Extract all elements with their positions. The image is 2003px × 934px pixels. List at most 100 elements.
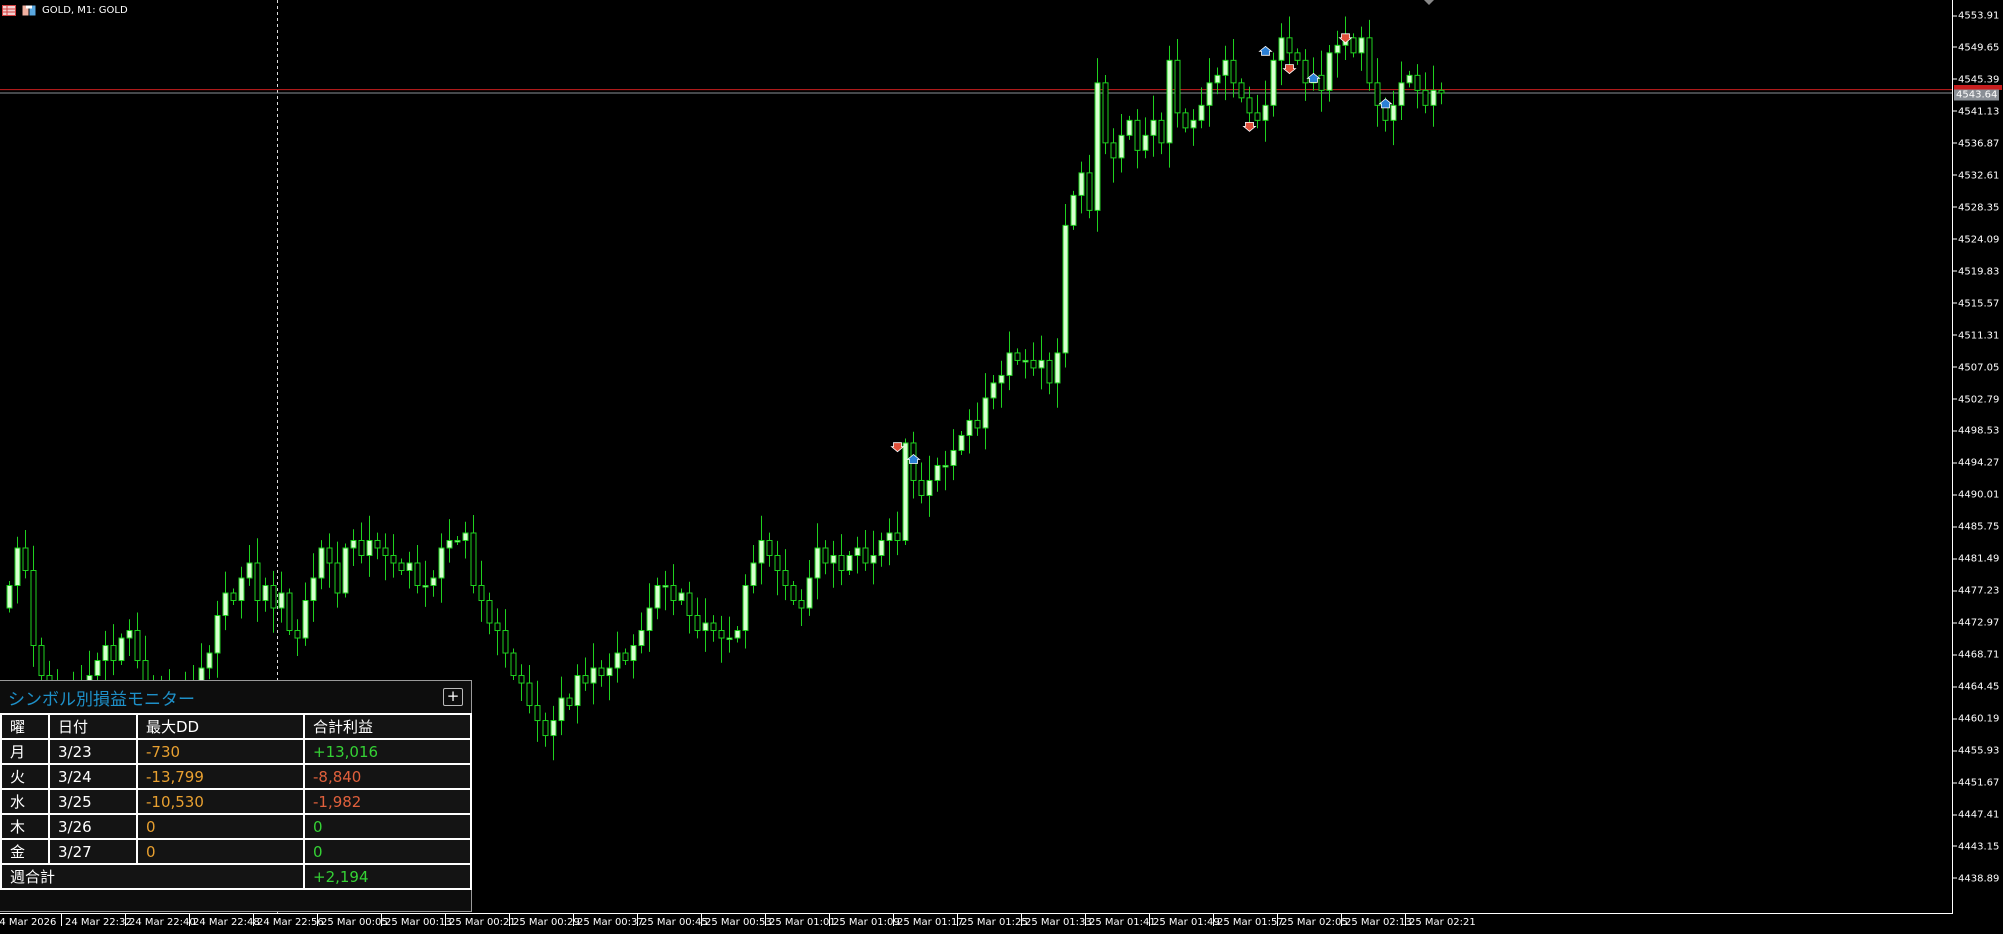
bull-candle — [462, 532, 469, 541]
bull-candle — [854, 547, 861, 556]
bear-candle — [286, 592, 293, 632]
date-cell: 3/25 — [48, 788, 138, 815]
bull-candle — [902, 442, 909, 541]
panel-title: シンボル別損益モニター — [8, 689, 195, 710]
max-dd-cell: 0 — [136, 838, 305, 865]
bull-candle — [1270, 59, 1277, 106]
panel-add-button[interactable]: + — [443, 688, 463, 706]
sell-arrow-icon — [1242, 121, 1257, 132]
bear-candle — [782, 569, 789, 587]
price-tick: 4472.97 — [1953, 618, 1999, 629]
bear-candle — [1102, 82, 1109, 144]
bull-candle — [702, 622, 709, 632]
bear-candle — [582, 675, 589, 684]
price-tick: 4524.09 — [1953, 234, 1999, 245]
bear-candle — [398, 562, 405, 571]
bull-candle — [950, 449, 957, 466]
max-dd-cell: 0 — [136, 813, 305, 840]
price-tick: 4477.23 — [1953, 586, 1999, 597]
bear-candle — [1046, 359, 1053, 384]
bull-candle — [1118, 134, 1125, 159]
chart-window-icon[interactable] — [22, 5, 36, 16]
bull-candle — [430, 577, 437, 587]
time-tick: 25 Mar 01:49 — [1149, 914, 1220, 928]
weekly-total-row: 週合計 +2,194 — [0, 863, 472, 890]
bull-candle — [638, 630, 645, 647]
bear-candle — [1254, 112, 1261, 121]
price-tick: 4507.05 — [1953, 362, 1999, 373]
bull-candle — [830, 554, 837, 564]
bull-candle — [1190, 119, 1197, 129]
bull-candle — [1406, 74, 1413, 84]
price-tick: 4502.79 — [1953, 394, 1999, 405]
day-cell: 水 — [0, 788, 50, 815]
day-cell: 木 — [0, 813, 50, 840]
bull-candle — [662, 585, 669, 588]
time-tick: 24 Mar 22:40 — [125, 914, 196, 928]
bull-candle — [558, 697, 565, 722]
price-tick: 4545.39 — [1953, 74, 1999, 85]
bear-candle — [790, 585, 797, 602]
bull-candle — [94, 660, 101, 677]
table-row: 金 3/27 0 0 — [0, 838, 472, 865]
bull-candle — [934, 464, 941, 481]
bull-candle — [1022, 359, 1029, 363]
scroll-marker-icon — [1424, 0, 1434, 5]
price-chart[interactable] — [0, 0, 1952, 913]
buy-arrow-icon — [906, 453, 921, 464]
bull-candle — [1214, 74, 1221, 84]
time-tick: 24 Mar 22:56 — [253, 914, 324, 928]
bull-candle — [206, 652, 213, 669]
bull-candle — [614, 652, 621, 669]
bear-candle — [1318, 74, 1325, 91]
bull-candle — [966, 419, 973, 436]
bull-candle — [1006, 352, 1013, 376]
time-tick: 25 Mar 00:05 — [317, 914, 388, 928]
bull-candle — [1358, 37, 1365, 54]
bid-price-label — [1954, 84, 2002, 90]
price-tick: 4443.15 — [1953, 841, 1999, 852]
bear-candle — [1350, 37, 1357, 54]
header-date: 日付 — [48, 713, 138, 740]
bear-candle — [894, 532, 901, 541]
bull-candle — [1126, 119, 1133, 136]
bull-candle — [958, 434, 965, 451]
bull-candle — [1390, 104, 1397, 121]
day-cell: 月 — [0, 738, 50, 765]
bear-candle — [1134, 119, 1141, 151]
bull-candle — [982, 397, 989, 429]
weekly-total-label: 週合計 — [0, 863, 305, 890]
bull-candle — [1054, 352, 1061, 384]
bull-candle — [1094, 82, 1101, 211]
time-tick: 25 Mar 01:17 — [893, 914, 964, 928]
bull-candle — [262, 585, 269, 602]
bear-candle — [686, 592, 693, 617]
bear-candle — [254, 562, 261, 602]
bull-candle — [742, 585, 749, 632]
bull-candle — [214, 615, 221, 654]
price-axis[interactable]: 4553.91 4549.65 4545.39 4541.13 4536.87 4532.… — [1952, 0, 2003, 913]
time-tick: 25 Mar 00:37 — [573, 914, 644, 928]
bull-candle — [1062, 224, 1069, 354]
price-tick: 4490.01 — [1953, 490, 1999, 501]
bull-candle — [734, 630, 741, 639]
pnl-monitor-panel: シンボル別損益モニター + 曜 日付 最大DD 合計利益 月 3/23 -730 +1… — [0, 680, 472, 912]
sell-arrow-icon — [1338, 33, 1353, 44]
price-tick: 4511.31 — [1953, 330, 1999, 341]
bear-candle — [598, 667, 605, 677]
bear-candle — [270, 585, 277, 609]
bull-candle — [574, 675, 581, 707]
chart-list-icon[interactable] — [2, 4, 16, 16]
chart-title-bar: GOLD, M1: GOLD — [2, 2, 128, 18]
bull-candle — [1430, 89, 1437, 106]
price-tick: 4468.71 — [1953, 650, 1999, 661]
bear-candle — [414, 562, 421, 587]
bull-candle — [126, 630, 133, 639]
chart-title: GOLD, M1: GOLD — [42, 4, 128, 16]
bull-candle — [878, 539, 885, 556]
bull-candle — [310, 577, 317, 602]
bear-candle — [1246, 97, 1253, 114]
bull-candle — [1334, 44, 1341, 54]
bear-candle — [134, 630, 141, 662]
